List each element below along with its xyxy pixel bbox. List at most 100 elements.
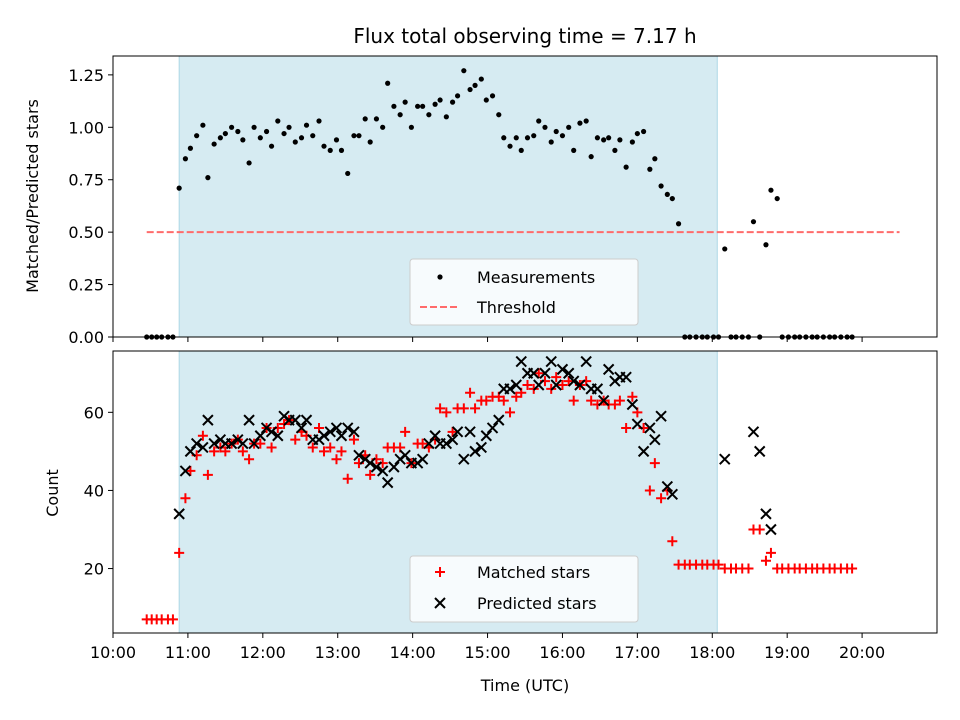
measurement-point — [454, 93, 461, 99]
predicted-star-point — [254, 430, 267, 442]
matched-star-point — [180, 493, 191, 504]
measurement-point — [507, 143, 513, 149]
x-tick-label: 16:00 — [539, 643, 585, 662]
measurement-point — [217, 135, 223, 141]
y-tick-label: 1.00 — [68, 118, 104, 137]
measurement-point — [489, 93, 496, 99]
y-tick-label: 20 — [84, 560, 104, 579]
measurement-point — [467, 86, 473, 93]
predicted-star-point — [515, 355, 527, 368]
matched-star-point — [441, 407, 452, 418]
measurement-point — [524, 135, 531, 141]
matched-star-point — [447, 426, 458, 437]
measurement-point — [268, 143, 275, 149]
measurement-point — [612, 147, 618, 153]
measurement-point — [402, 99, 408, 105]
legend-predicted-marker — [434, 597, 446, 609]
measurement-point — [566, 124, 572, 130]
top-frame — [112, 55, 938, 338]
top-legend: Measurements Threshold — [409, 258, 639, 326]
y-tick-label: 60 — [84, 403, 104, 422]
matched-star-point — [586, 395, 597, 406]
measurement-point — [415, 103, 421, 109]
legend-plus-glyph — [435, 567, 445, 577]
x-tick-label: 14:00 — [390, 643, 436, 662]
matched-star-point — [743, 563, 754, 574]
measurement-point — [187, 145, 194, 151]
predicted-star-point — [637, 445, 650, 458]
measurement-point — [553, 128, 559, 135]
matched-star-point — [202, 469, 213, 480]
predicted-star-point — [486, 422, 499, 434]
x-tick-label: 11:00 — [165, 643, 211, 662]
measurement-point — [432, 101, 438, 107]
predicted-star-point — [649, 433, 661, 446]
matched-star-point — [325, 442, 336, 453]
bottom-y-ticks: 20 40 60 — [84, 403, 113, 579]
matched-star-point — [237, 446, 248, 457]
bottom-y-axis-label: Count — [43, 469, 62, 517]
measurement-point — [652, 156, 658, 162]
bottom-series-1 — [173, 355, 777, 536]
matched-star-point — [266, 442, 277, 453]
matched-star-point — [498, 395, 509, 406]
predicted-star-point — [353, 449, 365, 461]
y-tick-label: 0.00 — [68, 328, 104, 347]
predicted-star-point — [335, 430, 348, 442]
matched-star-point — [656, 493, 667, 504]
measurement-point — [722, 246, 728, 252]
measurement-point — [275, 118, 281, 124]
predicted-star-point — [208, 437, 220, 450]
top-series-0 — [144, 68, 855, 340]
matched-star-point — [435, 403, 446, 414]
matched-star-point — [197, 430, 208, 441]
predicted-star-point — [760, 508, 772, 520]
predicted-star-point — [510, 379, 522, 391]
measurement-point — [513, 135, 519, 141]
measurement-point — [478, 76, 484, 82]
legend-x-glyph — [434, 597, 446, 609]
measurement-point — [235, 128, 241, 135]
measurement-point — [623, 164, 629, 170]
measurement-point — [246, 160, 252, 166]
predicted-star-point — [626, 398, 639, 411]
predicted-star-point — [545, 355, 557, 368]
predicted-star-point — [631, 418, 644, 430]
measurement-point — [461, 68, 467, 74]
bottom-legend: Matched stars Predicted stars — [409, 555, 639, 623]
predicted-star-point — [265, 426, 278, 438]
measurement-point — [316, 118, 322, 124]
x-tick-label: 13:00 — [315, 643, 361, 662]
predicted-star-point — [480, 430, 493, 442]
predicted-star-point — [429, 430, 441, 442]
matched-star-point — [417, 438, 428, 449]
measurement-point — [768, 187, 774, 193]
measurement-point — [536, 118, 542, 124]
measurement-point — [194, 133, 200, 139]
legend-threshold-label: Threshold — [476, 298, 556, 317]
predicted-star-point — [528, 367, 540, 379]
matched-star-point — [649, 458, 660, 469]
predicted-star-point — [550, 379, 562, 391]
measurement-point — [321, 143, 327, 149]
predicted-star-point — [620, 371, 632, 383]
legend-measurements-label: Measurements — [477, 268, 595, 287]
measurement-point — [542, 124, 548, 130]
measurement-point — [571, 147, 577, 153]
measurement-point — [200, 122, 206, 128]
measurement-point — [449, 99, 456, 105]
predicted-star-point — [440, 437, 453, 450]
measurement-point — [281, 130, 287, 137]
legend-matched-marker — [435, 567, 445, 577]
matched-star-point — [336, 446, 347, 457]
measurement-point — [310, 133, 316, 139]
measurement-point — [472, 82, 478, 88]
predicted-star-point — [202, 414, 214, 426]
predicted-star-point — [190, 437, 203, 450]
top-y-ticks: 0.00 0.25 0.50 0.75 1.00 1.25 — [68, 66, 113, 347]
measurement-point — [251, 124, 257, 130]
predicted-star-point — [602, 363, 615, 376]
matched-star-point — [667, 536, 678, 547]
top-y-axis-label: Matched/Predicted stars — [23, 99, 42, 293]
